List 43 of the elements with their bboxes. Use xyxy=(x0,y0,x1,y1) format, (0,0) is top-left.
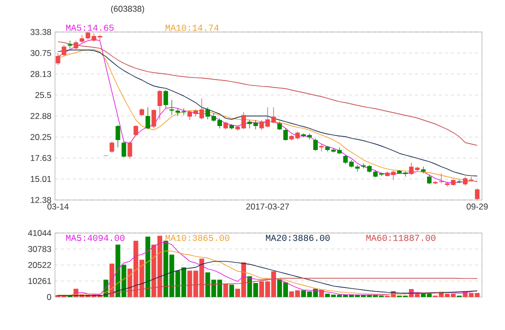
text: MA60:11887.00 xyxy=(366,234,436,241)
y-tick-label: 41044 xyxy=(28,230,52,236)
bar xyxy=(110,264,114,297)
candlestick xyxy=(164,90,168,109)
text: MA5:4094.00 xyxy=(66,234,124,241)
candlestick xyxy=(152,109,156,129)
series-label: MA10:3865.00 xyxy=(166,234,230,241)
y-tick-label: 15.01 xyxy=(30,176,52,182)
y-tick-label: 30.75 xyxy=(30,50,52,56)
y-tick-label: 12.38 xyxy=(30,196,52,204)
candlestick xyxy=(62,44,66,56)
x-tick-label: 2017-03-27 xyxy=(246,204,289,210)
candlestick xyxy=(474,189,480,200)
y-tick-label: 28.13 xyxy=(30,71,52,78)
candlestick xyxy=(128,141,132,159)
chart-title: (603838) xyxy=(111,6,144,14)
candlestick xyxy=(116,124,120,148)
candlestick xyxy=(158,90,162,120)
candlestick xyxy=(122,141,126,158)
y-tick-label: 22.88 xyxy=(30,113,52,120)
bar xyxy=(229,284,234,297)
x-tick-label: 09-29 xyxy=(466,204,488,210)
candlestick xyxy=(355,164,360,172)
series-label: MA5:14.65 xyxy=(66,24,114,31)
text: MA20:3886.00 xyxy=(266,234,330,241)
text: MA10:14.74 xyxy=(166,24,219,31)
candlestick xyxy=(110,141,114,153)
bar xyxy=(223,284,228,297)
y-tick-label: 30783 xyxy=(28,246,52,252)
candlestick xyxy=(319,144,324,152)
y-tick-label: 0 xyxy=(47,294,52,300)
candlestick xyxy=(283,128,288,141)
candlestick xyxy=(313,138,318,151)
x-tick-label: 03-14 xyxy=(47,204,69,210)
candlestick xyxy=(56,53,60,66)
y-tick-label: 33.38 xyxy=(30,29,52,36)
y-tick-label: 20522 xyxy=(28,262,52,268)
candlestick xyxy=(134,124,138,136)
candlestick xyxy=(146,107,150,130)
y-tick-label: 17.63 xyxy=(30,154,52,162)
y-tick-label: 25.5 xyxy=(35,92,52,98)
y-tick-label: 20.25 xyxy=(30,134,52,140)
y-tick-label: 10261 xyxy=(28,278,52,284)
